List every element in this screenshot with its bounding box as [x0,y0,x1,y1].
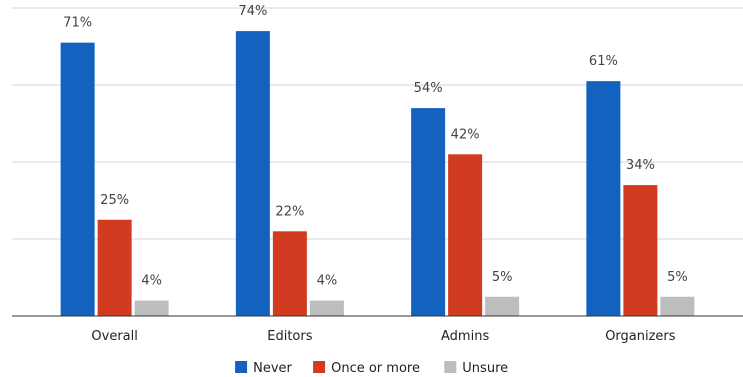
x-tick-label: Admins [441,329,489,344]
bar-once-or-more-overall [97,219,132,316]
x-axis: Overall Editors Admins Organizers [12,315,743,344]
data-label: 74% [238,4,267,19]
x-tick-label: Editors [267,329,312,344]
bar-never-editors [235,31,270,316]
data-label: 42% [451,127,480,142]
grid [12,7,743,240]
data-label: 4% [141,274,162,289]
data-label: 34% [626,158,655,173]
legend-label: Never [253,361,292,376]
data-labels: 71% 25% 4% 74% 22% 4% 54% 42% 5% 61% 34% 5% [63,4,688,289]
bar-never-admins [411,108,446,316]
legend-label: Once or more [331,361,420,376]
data-label: 22% [275,204,304,219]
data-label: 5% [667,270,688,285]
data-label: 4% [317,274,338,289]
bar-unsure-organizers [660,296,695,316]
bar-never-organizers [586,81,621,317]
legend-swatch [444,361,457,373]
legend-label: Unsure [462,361,508,376]
bar-never-overall [60,42,95,317]
legend-swatch [313,361,326,373]
data-label: 25% [100,193,129,208]
bars [60,31,695,317]
data-label: 5% [492,270,513,285]
data-label: 54% [414,81,443,96]
bar-once-or-more-organizers [623,185,658,316]
bar-unsure-editors [309,300,344,316]
legend-swatch [235,361,248,373]
x-tick-label: Organizers [605,329,676,344]
data-label: 61% [589,54,618,69]
bar-once-or-more-admins [448,154,483,316]
bar-once-or-more-editors [272,231,307,316]
bar-unsure-overall [134,300,169,316]
bar-unsure-admins [485,296,520,316]
data-label: 71% [63,16,92,31]
x-tick-label: Overall [91,329,137,344]
legend: Never Once or more Unsure [235,361,508,376]
